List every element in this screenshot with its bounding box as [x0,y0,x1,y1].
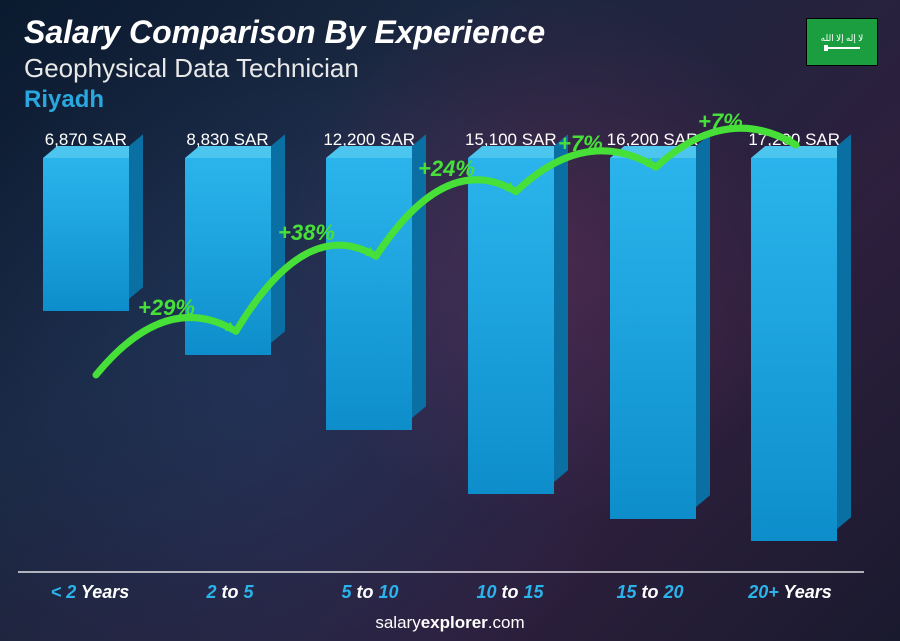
svg-text:لا إله إلا الله: لا إله إلا الله [821,33,864,44]
x-axis-label: < 2 Years [20,582,160,603]
growth-arc-icon [20,130,860,571]
x-axis-label: 2 to 5 [160,582,300,603]
x-axis-label: 10 to 15 [440,582,580,603]
growth-pct-label: +7% [698,109,743,135]
chart-baseline [18,571,864,573]
page-location: Riyadh [24,86,545,114]
header: Salary Comparison By Experience Geophysi… [24,14,545,114]
x-axis-labels: < 2 Years2 to 55 to 1010 to 1515 to 2020… [20,582,860,603]
page-title: Salary Comparison By Experience [24,14,545,51]
x-axis-label: 5 to 10 [300,582,440,603]
page-subtitle: Geophysical Data Technician [24,53,545,84]
x-axis-label: 15 to 20 [580,582,720,603]
x-axis-label: 20+ Years [720,582,860,603]
chart-area: 6,870 SAR8,830 SAR12,200 SAR15,100 SAR16… [20,130,860,571]
country-flag-icon: لا إله إلا الله [806,18,878,66]
footer-credit: salaryexplorer.com [0,613,900,633]
